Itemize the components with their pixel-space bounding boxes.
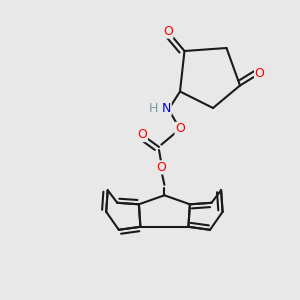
Text: O: O bbox=[175, 122, 185, 136]
Text: N: N bbox=[162, 102, 171, 115]
Text: O: O bbox=[255, 67, 264, 80]
Text: O: O bbox=[138, 128, 147, 142]
Text: O: O bbox=[163, 25, 173, 38]
Text: H: H bbox=[149, 102, 159, 115]
Text: O: O bbox=[157, 161, 166, 174]
